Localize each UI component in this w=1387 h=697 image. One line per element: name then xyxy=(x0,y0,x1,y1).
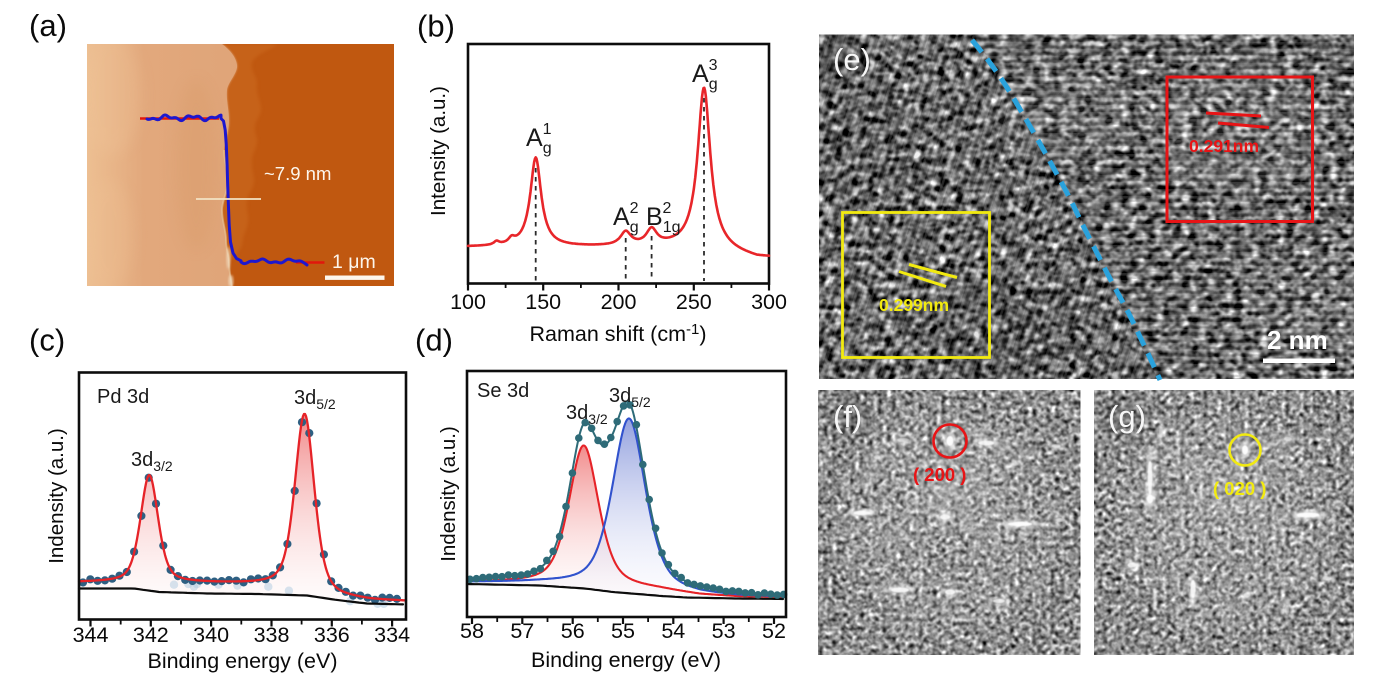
svg-text:300: 300 xyxy=(751,290,787,314)
svg-text:334: 334 xyxy=(374,623,410,647)
svg-text:1 μm: 1 μm xyxy=(332,251,376,273)
svg-text:58: 58 xyxy=(460,619,484,643)
svg-text:150: 150 xyxy=(525,290,561,314)
svg-text:Binding energy (eV): Binding energy (eV) xyxy=(531,648,721,672)
svg-text:344: 344 xyxy=(73,623,109,647)
svg-text:0.291nm: 0.291nm xyxy=(1189,136,1259,156)
svg-text:250: 250 xyxy=(676,290,712,314)
svg-text:Indensity (a.u.): Indensity (a.u.) xyxy=(45,428,68,564)
svg-text:100: 100 xyxy=(450,290,486,314)
svg-text:342: 342 xyxy=(133,623,169,647)
svg-text:54: 54 xyxy=(661,619,685,643)
svg-text:57: 57 xyxy=(510,619,534,643)
svg-text:Intensity (a.u.): Intensity (a.u.) xyxy=(427,86,450,216)
svg-text:(c): (c) xyxy=(29,323,65,358)
svg-text:(b): (b) xyxy=(417,9,455,44)
svg-text:56: 56 xyxy=(561,619,585,643)
svg-text:340: 340 xyxy=(193,623,229,647)
svg-text:Indensity (a.u.): Indensity (a.u.) xyxy=(437,426,460,562)
svg-text:Se 3d: Se 3d xyxy=(477,380,529,402)
svg-text:(f): (f) xyxy=(833,399,862,434)
svg-text:(e): (e) xyxy=(833,42,871,77)
svg-text:336: 336 xyxy=(314,623,350,647)
svg-text:0.299nm: 0.299nm xyxy=(879,295,949,315)
svg-text:52: 52 xyxy=(762,619,786,643)
svg-text:53: 53 xyxy=(712,619,736,643)
svg-text:(g): (g) xyxy=(1108,399,1146,434)
svg-text:( 020 ): ( 020 ) xyxy=(1213,478,1266,499)
svg-text:2 nm: 2 nm xyxy=(1267,325,1328,355)
svg-text:~7.9 nm: ~7.9 nm xyxy=(264,163,331,184)
svg-text:55: 55 xyxy=(611,619,635,643)
svg-text:200: 200 xyxy=(601,290,637,314)
svg-text:(a): (a) xyxy=(29,8,67,43)
svg-text:( 200 ): ( 200 ) xyxy=(913,464,966,485)
svg-text:Binding energy (eV): Binding energy (eV) xyxy=(147,649,337,673)
svg-text:(d): (d) xyxy=(415,323,453,358)
svg-text:Raman shift (cm-1): Raman shift (cm-1) xyxy=(529,321,706,346)
svg-text:338: 338 xyxy=(254,623,290,647)
svg-text:Pd 3d: Pd 3d xyxy=(97,386,149,408)
